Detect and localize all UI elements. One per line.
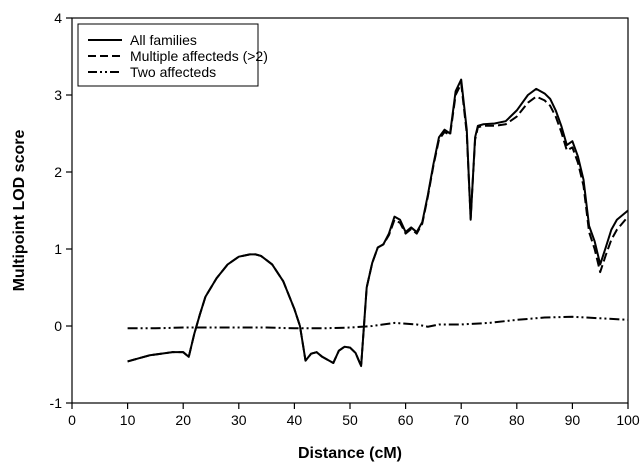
series-line-all-families [127,78,629,368]
x-tick-label: 50 [342,412,358,428]
x-tick-label: 10 [120,412,136,428]
y-tick-label: 0 [54,318,62,334]
x-tick-label: 60 [398,412,414,428]
y-tick-label: 3 [54,87,62,103]
x-axis-title: Distance (cM) [298,445,402,462]
x-tick-label: 80 [509,412,525,428]
x-tick-label: 90 [565,412,581,428]
y-tick-label: -1 [50,395,63,411]
series-lines [127,78,629,368]
y-tick-label: 2 [54,164,62,180]
y-tick-label: 1 [54,241,62,257]
x-tick-label: 70 [453,412,469,428]
legend-label-multiple-affecteds: Multiple affecteds (>2) [130,48,268,64]
x-tick-label: 0 [68,412,76,428]
legend-label-all-families: All families [130,32,197,48]
x-tick-label: 30 [231,412,247,428]
y-axis-ticks: -1 0 1 2 3 4 [50,10,72,411]
y-axis-title: Multipoint LOD score [11,130,28,292]
x-tick-label: 100 [616,412,640,428]
x-axis-ticks: 0 10 20 30 40 50 60 70 80 90 100 [68,403,640,428]
x-tick-label: 40 [287,412,303,428]
legend: All families Multiple affecteds (>2) Two… [77,23,268,87]
legend-label-two-affecteds: Two affecteds [130,64,216,80]
series-line-two-affecteds [127,315,629,330]
series-line-multiple-affecteds [127,82,629,368]
y-tick-label: 4 [54,10,62,26]
x-tick-label: 20 [175,412,191,428]
